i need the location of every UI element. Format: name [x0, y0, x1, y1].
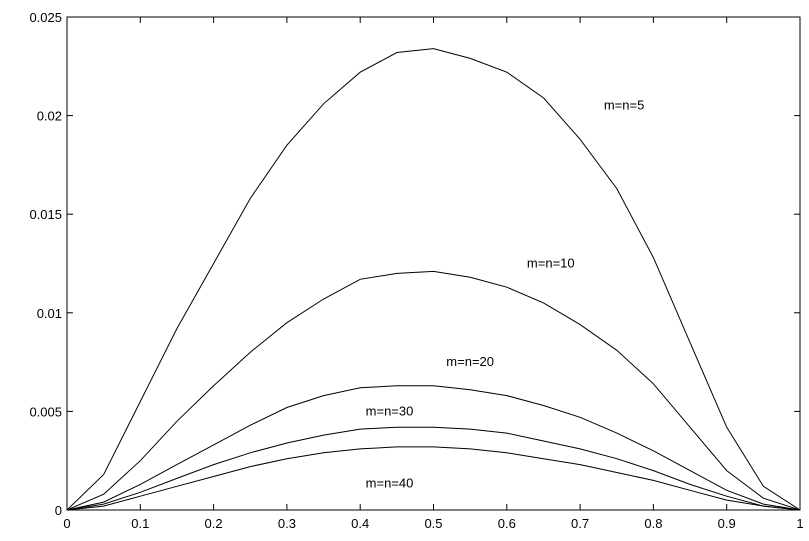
series-line-m-n-40 [66, 446, 801, 511]
x-tick-label: 0.2 [205, 516, 223, 531]
curve-label-m-n-30: m=n=30 [366, 403, 414, 418]
plot-frame [66, 16, 801, 511]
x-tick-label: 0.5 [424, 516, 442, 531]
y-tick-label: 0.02 [37, 109, 62, 124]
series-line-m-n-10 [66, 270, 801, 511]
series-line-m-n-30 [66, 426, 801, 511]
x-tick-label: 0 [63, 516, 70, 531]
curve-label-m-n-10: m=n=10 [527, 255, 575, 270]
y-tick-label: 0.015 [29, 207, 62, 222]
curve-label-m-n-5: m=n=5 [604, 98, 644, 113]
x-tick-label: 0.4 [351, 516, 369, 531]
curve-label-m-n-40: m=n=40 [366, 475, 414, 490]
x-tick-label: 0.6 [498, 516, 516, 531]
y-tick-label: 0.005 [29, 404, 62, 419]
x-axis: 0 0.1 0.2 0.3 0.4 0.5 0.6 0.7 0.8 0.9 1 [63, 17, 804, 531]
y-tick-label: 0.01 [37, 306, 62, 321]
y-tick-label: 0 [55, 503, 62, 518]
x-tick-label: 0.3 [278, 516, 296, 531]
curve-labels: m=n=5 m=n=10 m=n=20 m=n=30 m=n=40 [366, 98, 645, 491]
x-tick-label: 0.7 [571, 516, 589, 531]
x-tick-label: 0.9 [718, 516, 736, 531]
y-tick-label: 0.025 [29, 10, 62, 25]
series-line-m-n-20 [66, 385, 801, 511]
curve-label-m-n-20: m=n=20 [446, 354, 494, 369]
x-tick-label: 0.8 [644, 516, 662, 531]
x-tick-label: 1 [796, 516, 803, 531]
x-tick-label: 0.1 [131, 516, 149, 531]
series-layer [66, 48, 801, 511]
series-line-m-n-5 [66, 48, 801, 511]
y-axis: 0 0.005 0.01 0.015 0.02 0.025 [29, 10, 800, 518]
